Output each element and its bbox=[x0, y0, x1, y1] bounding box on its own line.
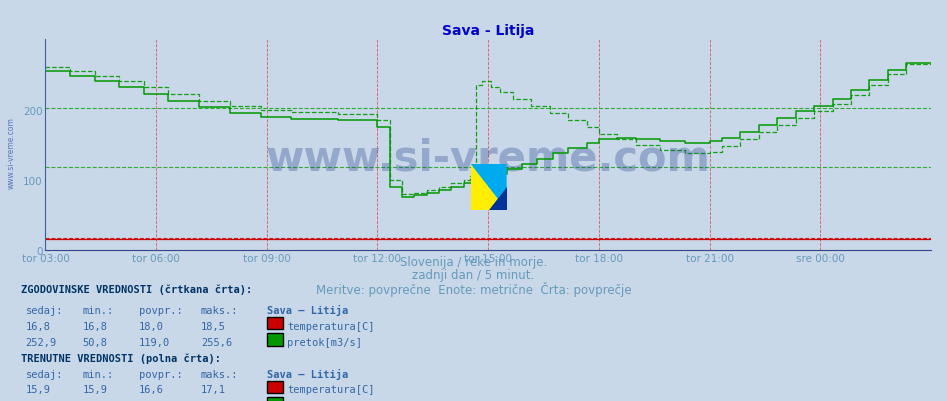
Text: www.si-vreme.com: www.si-vreme.com bbox=[266, 137, 710, 179]
Text: pretok[m3/s]: pretok[m3/s] bbox=[287, 337, 362, 347]
Text: ZGODOVINSKE VREDNOSTI (črtkana črta):: ZGODOVINSKE VREDNOSTI (črtkana črta): bbox=[21, 284, 252, 295]
Text: temperatura[C]: temperatura[C] bbox=[287, 321, 374, 331]
Text: temperatura[C]: temperatura[C] bbox=[287, 384, 374, 394]
Text: Sava – Litija: Sava – Litija bbox=[267, 304, 348, 315]
Text: zadnji dan / 5 minut.: zadnji dan / 5 minut. bbox=[412, 269, 535, 282]
Polygon shape bbox=[471, 164, 507, 211]
Polygon shape bbox=[471, 164, 507, 211]
Text: 177,7: 177,7 bbox=[26, 400, 57, 401]
Text: 50,8: 50,8 bbox=[82, 337, 107, 347]
Text: 18,5: 18,5 bbox=[201, 321, 225, 331]
Text: 202,6: 202,6 bbox=[139, 400, 170, 401]
Text: 16,8: 16,8 bbox=[26, 321, 50, 331]
Text: pretok[m3/s]: pretok[m3/s] bbox=[287, 400, 362, 401]
Text: 150,5: 150,5 bbox=[82, 400, 114, 401]
Text: povpr.:: povpr.: bbox=[139, 369, 183, 379]
Text: sedaj:: sedaj: bbox=[26, 305, 63, 315]
Polygon shape bbox=[489, 188, 507, 211]
Text: Meritve: povprečne  Enote: metrične  Črta: povprečje: Meritve: povprečne Enote: metrične Črta:… bbox=[315, 282, 632, 296]
Text: 16,8: 16,8 bbox=[82, 321, 107, 331]
Text: maks.:: maks.: bbox=[201, 369, 239, 379]
Text: 15,9: 15,9 bbox=[26, 384, 50, 394]
Text: povpr.:: povpr.: bbox=[139, 305, 183, 315]
Text: min.:: min.: bbox=[82, 305, 114, 315]
Text: Sava – Litija: Sava – Litija bbox=[267, 368, 348, 379]
Text: min.:: min.: bbox=[82, 369, 114, 379]
Text: 15,9: 15,9 bbox=[82, 384, 107, 394]
Text: 252,9: 252,9 bbox=[26, 337, 57, 347]
Text: 119,0: 119,0 bbox=[139, 337, 170, 347]
Text: www.si-vreme.com: www.si-vreme.com bbox=[7, 117, 16, 188]
Text: 17,1: 17,1 bbox=[201, 384, 225, 394]
Text: TRENUTNE VREDNOSTI (polna črta):: TRENUTNE VREDNOSTI (polna črta): bbox=[21, 352, 221, 363]
Text: maks.:: maks.: bbox=[201, 305, 239, 315]
Text: 266,5: 266,5 bbox=[201, 400, 232, 401]
Title: Sava - Litija: Sava - Litija bbox=[442, 24, 534, 38]
Text: 16,6: 16,6 bbox=[139, 384, 164, 394]
Text: sedaj:: sedaj: bbox=[26, 369, 63, 379]
Text: 18,0: 18,0 bbox=[139, 321, 164, 331]
Text: Slovenija / reke in morje.: Slovenija / reke in morje. bbox=[400, 256, 547, 269]
Text: 255,6: 255,6 bbox=[201, 337, 232, 347]
